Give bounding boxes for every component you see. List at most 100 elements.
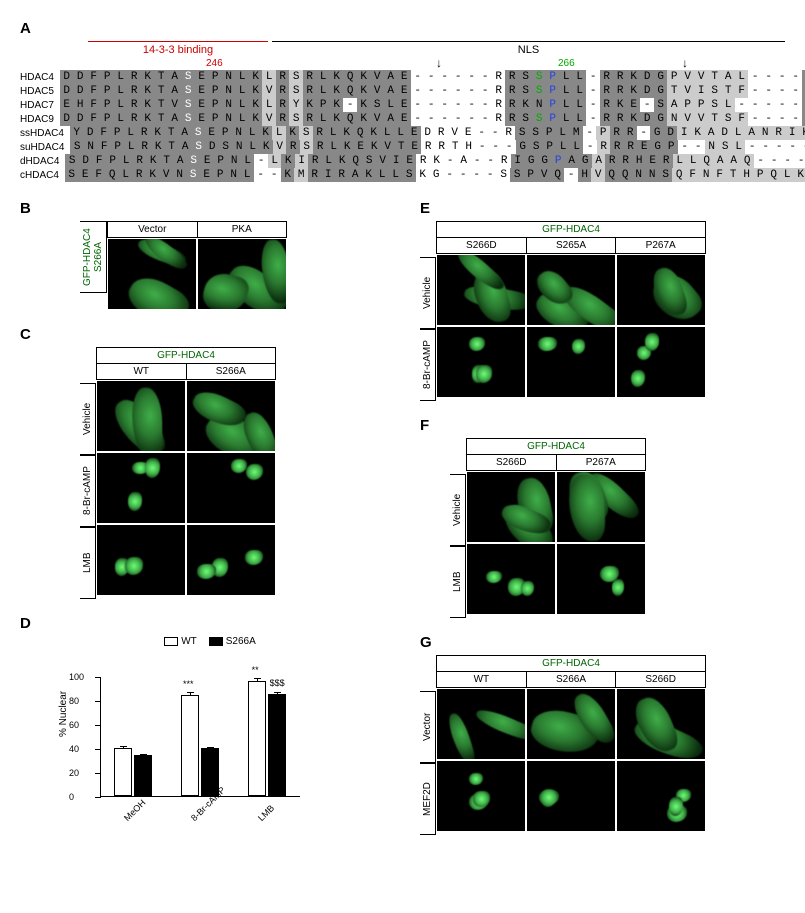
panel-f-toplabel: GFP-HDAC4 [467, 439, 645, 454]
col-f-p267a: P267A [557, 455, 646, 470]
panel-e: Vehicle8-Br-cAMP GFP-HDAC4 S266D S265A P… [420, 221, 760, 401]
col-f-s266d: S266D [467, 455, 557, 470]
microscopy-cell [616, 760, 706, 832]
row-label: 8-Br-cAMP [80, 455, 96, 527]
microscopy-cell [197, 238, 287, 310]
microscopy-cell [556, 471, 646, 543]
panel-f: VehicleLMB GFP-HDAC4 S266D P267A [450, 438, 760, 618]
panel-b: GFP-HDAC4 S266A Vector PKA [80, 221, 360, 310]
panel-d-label: D [20, 615, 360, 632]
microscopy-cell [107, 238, 197, 310]
alignment-row: suHDAC4SNFPLRKTASDSNLKVRSRLKEKVTERRTH---… [20, 140, 785, 154]
col-g-s266a: S266A [527, 672, 617, 687]
panel-b-label: B [20, 200, 360, 217]
legend-wt: WT [164, 636, 197, 647]
panel-f-top: GFP-HDAC4 [466, 438, 646, 454]
panel-a-label: A [20, 20, 785, 37]
alignment-row: HDAC9DDFPLRKTASEPNLKVRSRLKQKVAE------RRS… [20, 112, 785, 126]
panel-f-cols: S266D P267A [466, 454, 646, 471]
panel-e-toplabel: GFP-HDAC4 [437, 222, 705, 237]
panel-c-label: C [20, 326, 360, 343]
panel-b-side-label: GFP-HDAC4 S266A [80, 221, 107, 293]
panel-e-images [436, 254, 706, 398]
panel-g-images [436, 688, 706, 832]
microscopy-cell [616, 688, 706, 760]
row-label: MEF2D [420, 763, 436, 835]
panel-c-cols: WT S266A [96, 363, 276, 380]
panel-e-cols: S266D S265A P267A [436, 237, 706, 254]
col-g-s266d: S266D [616, 672, 705, 687]
microscopy-cell [616, 254, 706, 326]
row-label: LMB [450, 546, 466, 618]
row-label: Vehicle [450, 474, 466, 546]
row-label: Vehicle [420, 257, 436, 329]
panel-a: A 14-3-3 binding NLS 246 266 ↓ ↓ HDAC4DD… [20, 20, 785, 182]
pos-246: 246 [206, 58, 223, 69]
col-s265a: S265A [527, 238, 617, 253]
microscopy-cell [436, 254, 526, 326]
col-pka: PKA [198, 222, 287, 237]
microscopy-cell [556, 543, 646, 615]
panel-b-cols: Vector PKA [107, 221, 287, 238]
microscopy-cell [436, 326, 526, 398]
panel-g-label: G [420, 634, 760, 651]
side-label-text: GFP-HDAC4 S266A [82, 228, 104, 286]
alignment-row: ssHDAC4YDFPLRKTASEPNLKLKSRLKQKLLEDRVE--R… [20, 126, 785, 140]
alignment-row: HDAC4DDFPLRKTASEPNLKLRSRLKQKVAE------RRS… [20, 70, 785, 84]
row-label: LMB [80, 527, 96, 599]
header-14-3-3: 14-3-3 binding [88, 41, 268, 56]
bar-chart: % Nuclear 020406080100MeOH8-Br-cAMP***LM… [60, 657, 320, 837]
panel-g: VectorMEF2D GFP-HDAC4 WT S266A S266D [420, 655, 760, 835]
y-axis-title: % Nuclear [58, 691, 69, 737]
row-label: 8-Br-cAMP [420, 329, 436, 401]
panel-b-images [107, 238, 287, 310]
alignment-row: HDAC5DDFPLRKTASEPNLKVRSRLKQKVAE------RRS… [20, 84, 785, 98]
panel-f-images [466, 471, 646, 615]
microscopy-cell [96, 524, 186, 596]
col-wt: WT [97, 364, 187, 379]
microscopy-cell [436, 760, 526, 832]
col-g-wt: WT [437, 672, 527, 687]
panel-g-toplabel: GFP-HDAC4 [437, 656, 705, 671]
arrow-1: ↓ [436, 56, 442, 70]
panel-c-toplabel: GFP-HDAC4 [97, 348, 275, 363]
microscopy-cell [526, 688, 616, 760]
microscopy-cell [186, 452, 276, 524]
alignment-row: HDAC7EHFPLRKTVSEPNLKLRYKPK-KSLE------RRK… [20, 98, 785, 112]
col-p267a: P267A [616, 238, 705, 253]
col-s266a: S266A [187, 364, 276, 379]
panel-c: Vehicle8-Br-cAMPLMB GFP-HDAC4 WT S266A [80, 347, 360, 599]
panel-e-top: GFP-HDAC4 [436, 221, 706, 237]
panel-c-top: GFP-HDAC4 [96, 347, 276, 363]
col-vector: Vector [108, 222, 198, 237]
alignment-row: cHDAC4SEFQLRKVNSEPNL--KMRIRAKLLSKG----SS… [20, 168, 785, 182]
panel-e-label: E [420, 200, 760, 217]
panel-g-top: GFP-HDAC4 [436, 655, 706, 671]
panel-d: WT S266A % Nuclear 020406080100MeOH8-Br-… [20, 636, 360, 837]
panel-c-images [96, 380, 276, 596]
col-s266d: S266D [437, 238, 527, 253]
microscopy-cell [466, 543, 556, 615]
alignment-row: dHDAC4SDFPLRKTASEPNL-LKIRLKQSVIERK-A--RI… [20, 154, 785, 168]
microscopy-cell [186, 380, 276, 452]
microscopy-cell [96, 380, 186, 452]
panel-f-label: F [420, 417, 760, 434]
microscopy-cell [526, 326, 616, 398]
microscopy-cell [526, 254, 616, 326]
pos-266: 266 [558, 58, 575, 69]
figure: A 14-3-3 binding NLS 246 266 ↓ ↓ HDAC4DD… [20, 20, 785, 837]
row-label: Vector [420, 691, 436, 763]
microscopy-cell [96, 452, 186, 524]
microscopy-cell [526, 760, 616, 832]
microscopy-cell [466, 471, 556, 543]
sequence-alignment: HDAC4DDFPLRKTASEPNLKLRSRLKQKVAE------RRS… [20, 70, 785, 182]
microscopy-cell [616, 326, 706, 398]
row-label: Vehicle [80, 383, 96, 455]
panel-g-cols: WT S266A S266D [436, 671, 706, 688]
alignment-header: 14-3-3 binding NLS [88, 41, 785, 56]
header-nls: NLS [272, 41, 785, 56]
chart-legend: WT S266A [60, 636, 360, 647]
legend-s266a: S266A [209, 636, 256, 647]
microscopy-cell [436, 688, 526, 760]
microscopy-cell [186, 524, 276, 596]
